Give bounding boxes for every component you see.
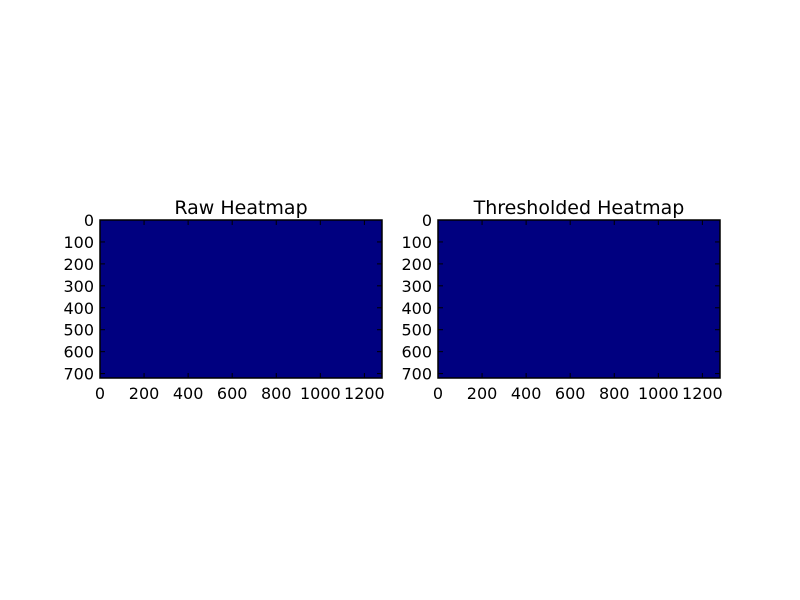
thresholded-heatmap-y-tick-label: 700 [401,365,432,384]
thresholded-heatmap-x-tick-label: 1200 [682,384,723,403]
thresholded-heatmap-x-axis: 0 200 400 600 800 1000 1200 [433,220,723,403]
raw-heatmap-y-tick-label: 500 [63,321,94,340]
thresholded-heatmap-frame [437,219,721,379]
thresholded-heatmap-panel: Thresholded Heatmap 0 200 400 600 800 1000 120… [401,197,722,403]
raw-heatmap-y-axis: 0 100 200 300 400 500 600 700 [63,211,382,384]
raw-heatmap-panel: Raw Heatmap 0 200 400 600 800 1000 1200 0 100 20… [63,197,384,403]
raw-heatmap-y-tick-label: 100 [63,233,94,252]
thresholded-heatmap-x-tick-label: 0 [433,384,443,403]
thresholded-heatmap-image [438,220,720,378]
thresholded-heatmap-y-tick-label: 100 [401,233,432,252]
raw-heatmap-x-tick-label: 800 [261,384,292,403]
raw-heatmap-x-tick-label: 600 [217,384,248,403]
thresholded-heatmap-y-tick-label: 300 [401,277,432,296]
thresholded-heatmap-x-tick-label: 1000 [638,384,679,403]
raw-heatmap-y-tick-label: 400 [63,299,94,318]
thresholded-heatmap-x-tick-label: 200 [467,384,498,403]
thresholded-heatmap-y-tick-label: 200 [401,255,432,274]
raw-heatmap-frame [99,219,383,379]
raw-heatmap-y-tick-label: 700 [63,365,94,384]
thresholded-heatmap-title: Thresholded Heatmap [473,197,685,219]
raw-heatmap-x-tick-label: 0 [95,384,105,403]
thresholded-heatmap-y-tick-label: 600 [401,343,432,362]
raw-heatmap-y-tick-label: 200 [63,255,94,274]
thresholded-heatmap-x-tick-label: 400 [511,384,542,403]
thresholded-heatmap-x-tick-label: 600 [555,384,586,403]
raw-heatmap-y-tick-label: 300 [63,277,94,296]
raw-heatmap-image [100,220,382,378]
thresholded-heatmap-y-tick-label: 0 [422,211,432,230]
raw-heatmap-y-tick-label: 0 [84,211,94,230]
raw-heatmap-x-tick-label: 1000 [300,384,341,403]
thresholded-heatmap-x-tick-label: 800 [599,384,630,403]
raw-heatmap-y-tick-label: 600 [63,343,94,362]
raw-heatmap-title: Raw Heatmap [174,197,307,219]
raw-heatmap-x-tick-label: 200 [129,384,160,403]
thresholded-heatmap-y-tick-label: 500 [401,321,432,340]
raw-heatmap-x-axis: 0 200 400 600 800 1000 1200 [95,220,385,403]
raw-heatmap-x-tick-label: 400 [173,384,204,403]
thresholded-heatmap-y-tick-label: 400 [401,299,432,318]
thresholded-heatmap-y-axis: 0 100 200 300 400 500 600 700 [401,211,720,384]
raw-heatmap-x-tick-label: 1200 [344,384,385,403]
